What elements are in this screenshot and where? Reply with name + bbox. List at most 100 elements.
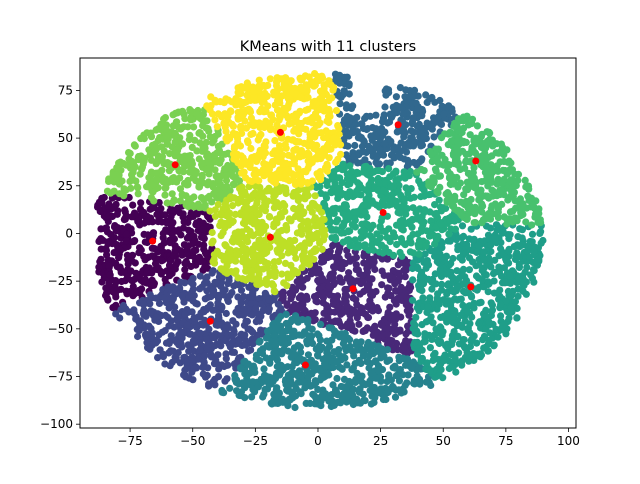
- scatter-point: [414, 304, 421, 311]
- scatter-point: [180, 123, 187, 130]
- scatter-point: [335, 189, 342, 196]
- scatter-point: [234, 159, 241, 166]
- scatter-point: [105, 203, 112, 210]
- scatter-point: [116, 314, 123, 321]
- scatter-point: [254, 316, 261, 323]
- scatter-point: [414, 373, 421, 380]
- scatter-point: [167, 347, 174, 354]
- scatter-point: [376, 180, 383, 187]
- scatter-point: [421, 330, 428, 337]
- scatter-point: [272, 341, 279, 348]
- scatter-point: [166, 338, 173, 345]
- scatter-point: [109, 213, 116, 220]
- scatter-point: [222, 112, 229, 119]
- scatter-point: [358, 338, 365, 345]
- scatter-point: [439, 374, 446, 381]
- scatter-point: [354, 277, 361, 284]
- scatter-point: [205, 326, 212, 333]
- scatter-point: [434, 295, 441, 302]
- scatter-point: [522, 269, 529, 276]
- scatter-point: [424, 303, 431, 310]
- scatter-point: [190, 275, 197, 282]
- scatter-point: [210, 184, 217, 191]
- scatter-point: [438, 121, 445, 128]
- scatter-point: [339, 396, 346, 403]
- scatter-point: [296, 305, 303, 312]
- scatter-point: [380, 351, 387, 358]
- scatter-point: [476, 261, 483, 268]
- scatter-point: [164, 285, 171, 292]
- scatter-point: [384, 325, 391, 332]
- scatter-point: [411, 194, 418, 201]
- scatter-point: [427, 344, 434, 351]
- scatter-point: [519, 234, 526, 241]
- x-tick-label: −75: [117, 434, 142, 448]
- scatter-point: [137, 171, 144, 178]
- scatter-point: [485, 140, 492, 147]
- scatter-point: [341, 117, 348, 124]
- scatter-point: [267, 112, 274, 119]
- scatter-point: [252, 172, 259, 179]
- scatter-point: [473, 272, 480, 279]
- scatter-point: [309, 200, 316, 207]
- scatter-point: [469, 258, 476, 265]
- scatter-point: [265, 343, 272, 350]
- scatter-point: [350, 294, 357, 301]
- scatter-point: [341, 74, 348, 81]
- scatter-point: [211, 116, 218, 123]
- scatter-point: [522, 177, 529, 184]
- scatter-point: [173, 119, 180, 126]
- scatter-point: [187, 331, 194, 338]
- scatter-point: [491, 269, 498, 276]
- scatter-point: [529, 231, 536, 238]
- scatter-point: [393, 310, 400, 317]
- scatter-point: [315, 204, 322, 211]
- scatter-point: [361, 156, 368, 163]
- scatter-point: [397, 249, 404, 256]
- scatter-point: [216, 159, 223, 166]
- scatter-point: [280, 279, 287, 286]
- scatter-point: [312, 247, 319, 254]
- scatter-point: [237, 365, 244, 372]
- scatter-point: [335, 346, 342, 353]
- scatter-point: [361, 241, 368, 248]
- scatter-point: [505, 288, 512, 295]
- scatter-point: [440, 296, 447, 303]
- scatter-point: [309, 177, 316, 184]
- scatter-point: [206, 340, 213, 347]
- scatter-point: [279, 396, 286, 403]
- scatter-point: [194, 211, 201, 218]
- scatter-point: [221, 363, 228, 370]
- scatter-point: [344, 308, 351, 315]
- scatter-point: [161, 192, 168, 199]
- scatter-point: [410, 249, 417, 256]
- scatter-point: [426, 294, 433, 301]
- centroid-marker-6: [467, 283, 474, 290]
- scatter-point: [149, 205, 156, 212]
- scatter-point: [476, 195, 483, 202]
- scatter-point: [189, 144, 196, 151]
- scatter-point: [159, 156, 166, 163]
- scatter-point: [349, 327, 356, 334]
- scatter-point: [235, 238, 242, 245]
- scatter-point: [115, 254, 122, 261]
- scatter-point: [226, 135, 233, 142]
- scatter-point: [209, 334, 216, 341]
- scatter-point: [191, 314, 198, 321]
- scatter-point: [475, 242, 482, 249]
- scatter-point: [497, 245, 504, 252]
- scatter-point: [210, 258, 217, 265]
- scatter-point: [215, 295, 222, 302]
- scatter-point: [411, 339, 418, 346]
- scatter-point: [201, 372, 208, 379]
- scatter-point: [143, 331, 150, 338]
- scatter-point: [411, 322, 418, 329]
- scatter-point: [381, 111, 388, 118]
- scatter-point: [171, 178, 178, 185]
- scatter-point: [299, 284, 306, 291]
- scatter-point: [346, 80, 353, 87]
- scatter-point: [354, 370, 361, 377]
- scatter-point: [196, 183, 203, 190]
- scatter-point: [409, 297, 416, 304]
- scatter-point: [292, 213, 299, 220]
